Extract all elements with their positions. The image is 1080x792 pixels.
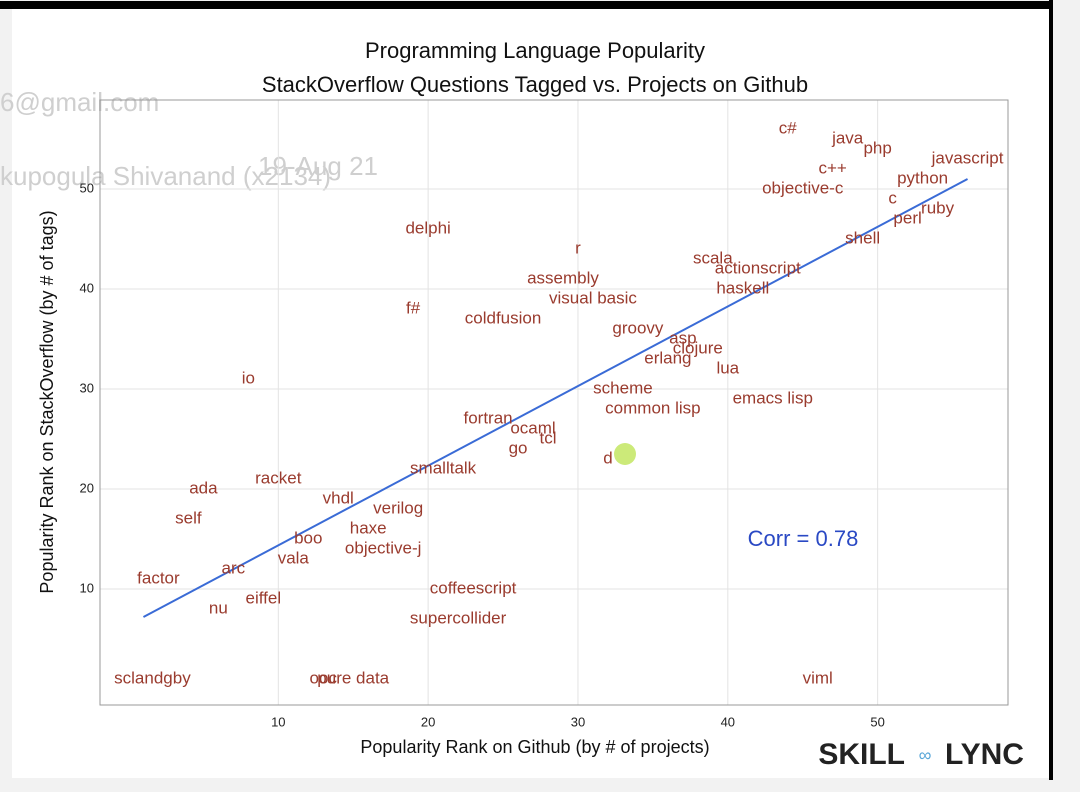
trend-line [142, 178, 969, 618]
point-label: go [509, 438, 528, 457]
point-label: objective-c [762, 178, 844, 197]
chart-subtitle: StackOverflow Questions Tagged vs. Proje… [262, 72, 808, 97]
point-label: factor [137, 568, 180, 587]
point-label: groovy [612, 318, 664, 337]
point-label: smalltalk [410, 458, 477, 477]
point-label: arc [222, 558, 246, 577]
point-label: lua [716, 358, 739, 377]
point-label: assembly [527, 268, 599, 287]
x-tick-label: 10 [271, 714, 285, 729]
point-label: ocaml [510, 418, 555, 437]
point-label: vhdl [323, 488, 354, 507]
highlight-dot [614, 443, 636, 465]
watermark: 19-Aug 21 [258, 151, 378, 181]
chart-title: Programming Language Popularity [365, 38, 705, 63]
point-label: tcl [540, 428, 557, 447]
point-label: haskell [716, 278, 769, 297]
logo: LYNC [945, 738, 1024, 771]
point-label: perl [893, 208, 921, 227]
point-label: php [863, 138, 891, 157]
point-label: actionscript [715, 258, 801, 277]
point-label: fortran [464, 408, 513, 427]
point-label: c [888, 188, 897, 207]
point-label: f# [406, 298, 421, 317]
point-label: pure data [317, 668, 389, 687]
x-axis-label: Popularity Rank on Github (by # of proje… [360, 737, 709, 757]
point-label: racket [255, 468, 302, 487]
point-label: shell [845, 228, 880, 247]
x-tick-label: 40 [721, 714, 735, 729]
plot-area [99, 99, 1009, 706]
y-tick-label: 20 [80, 480, 94, 495]
point-label: objective-j [345, 538, 422, 557]
point-label: ada [189, 478, 218, 497]
point-label: javascript [931, 148, 1004, 167]
x-tick-label: 20 [421, 714, 435, 729]
point-label: viml [803, 668, 833, 687]
canvas [12, 8, 1050, 778]
point-label: nu [209, 598, 228, 617]
point-label: coldfusion [465, 308, 542, 327]
point-label: io [242, 368, 255, 387]
point-label: boo [294, 528, 322, 547]
point-label: eiffel [246, 588, 282, 607]
logo: SKILL [818, 738, 905, 771]
x-tick-label: 50 [870, 714, 884, 729]
point-label: sclandgby [114, 668, 191, 687]
point-label: ruby [921, 198, 955, 217]
point-label: delphi [405, 218, 450, 237]
point-label: asp [669, 328, 696, 347]
point-label: ooc [310, 668, 338, 687]
point-label: coffeescript [430, 578, 517, 597]
point-label: visual basic [549, 288, 637, 307]
point-label: clojure [673, 338, 723, 357]
point-label: verilog [373, 498, 423, 517]
point-label: scala [693, 248, 733, 267]
point-label: supercollider [410, 608, 507, 627]
watermark: kupogula Shivanand (x2134) [0, 161, 331, 191]
point-label: scheme [593, 378, 653, 397]
x-tick-label: 30 [571, 714, 585, 729]
point-label: python [897, 168, 948, 187]
watermark: 6@gmail.com [0, 87, 159, 117]
point-label: vala [278, 548, 310, 567]
point-label: emacs lisp [733, 388, 813, 407]
point-label: erlang [644, 348, 691, 367]
point-label: d [603, 448, 612, 467]
y-tick-label: 10 [80, 580, 94, 595]
point-label: java [831, 128, 864, 147]
point-label: c# [779, 118, 798, 137]
point-label: common lisp [605, 398, 700, 417]
y-tick-label: 50 [80, 180, 94, 195]
y-tick-label: 40 [80, 280, 94, 295]
point-label: self [175, 508, 202, 527]
annotation: Corr = 0.78 [748, 526, 859, 551]
point-label: r [575, 238, 581, 257]
point-label: haxe [350, 518, 387, 537]
logo-icon: ∞ [919, 745, 932, 765]
point-label: c++ [819, 158, 847, 177]
y-tick-label: 30 [80, 380, 94, 395]
y-axis-label: Popularity Rank on StackOverflow (by # o… [37, 210, 57, 593]
